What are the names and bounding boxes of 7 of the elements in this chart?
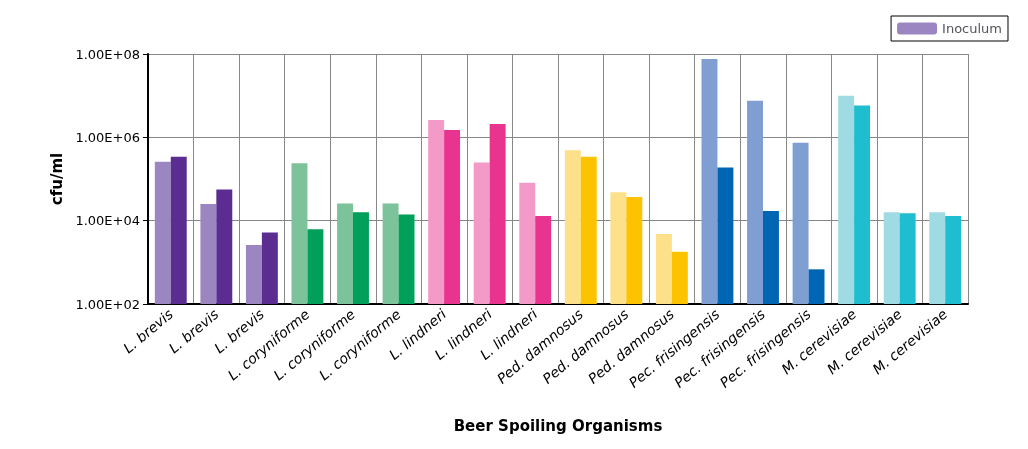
y-tick-label: 1.00E+02 bbox=[75, 296, 140, 312]
y-tick-label: 1.00E+04 bbox=[75, 213, 140, 229]
y-tick-label: 1.00E+06 bbox=[75, 129, 140, 145]
y-axis-title: cfu/ml bbox=[48, 152, 67, 206]
x-axis-title: Beer Spoiling Organisms bbox=[453, 416, 663, 435]
y-tick-label: 1.00E+08 bbox=[75, 46, 140, 62]
legend-label: Inoculum bbox=[942, 21, 1003, 36]
